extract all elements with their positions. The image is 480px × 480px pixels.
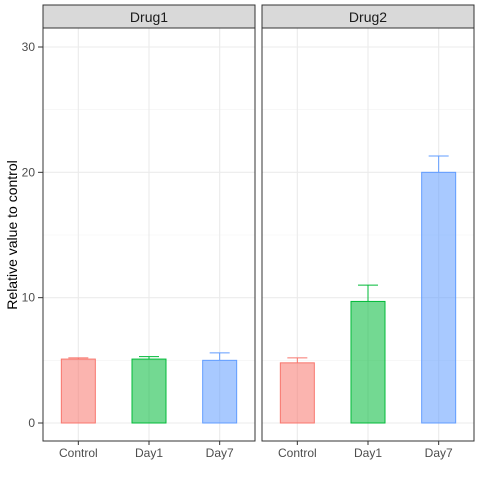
y-tick-label: 20 (22, 165, 36, 179)
x-tick-label: Day1 (354, 446, 382, 460)
bar-day1 (131, 358, 167, 424)
x-tick-label: Control (278, 446, 317, 460)
facet-panel-drug1: Drug1 Control Day1 Day7 (42, 4, 256, 460)
y-axis: 0 10 20 30 (22, 40, 43, 430)
facet-strip-label: Drug1 (130, 9, 168, 25)
bar-control (60, 358, 96, 424)
x-tick-label: Day7 (206, 446, 234, 460)
y-tick-label: 30 (22, 40, 36, 54)
panel-border (261, 27, 475, 442)
bar-day7 (421, 171, 457, 424)
y-tick-label: 0 (28, 416, 35, 430)
y-axis-title: Relative value to control (4, 160, 20, 309)
panel-border (42, 27, 256, 442)
facet-panel-drug2: Drug2 Control Day1 Day7 (261, 4, 475, 460)
x-tick-label: Day7 (425, 446, 453, 460)
bar-control (279, 362, 315, 424)
y-tick-label: 10 (22, 291, 36, 305)
x-tick-label: Control (59, 446, 98, 460)
x-tick-label: Day1 (135, 446, 163, 460)
bar-day7 (202, 359, 238, 424)
facet-strip-label: Drug2 (349, 9, 387, 25)
facet-panels: Drug1 Control Day1 Day7 Drug2 Control Day1 Day7 (42, 4, 475, 460)
bar-day1 (350, 300, 386, 424)
